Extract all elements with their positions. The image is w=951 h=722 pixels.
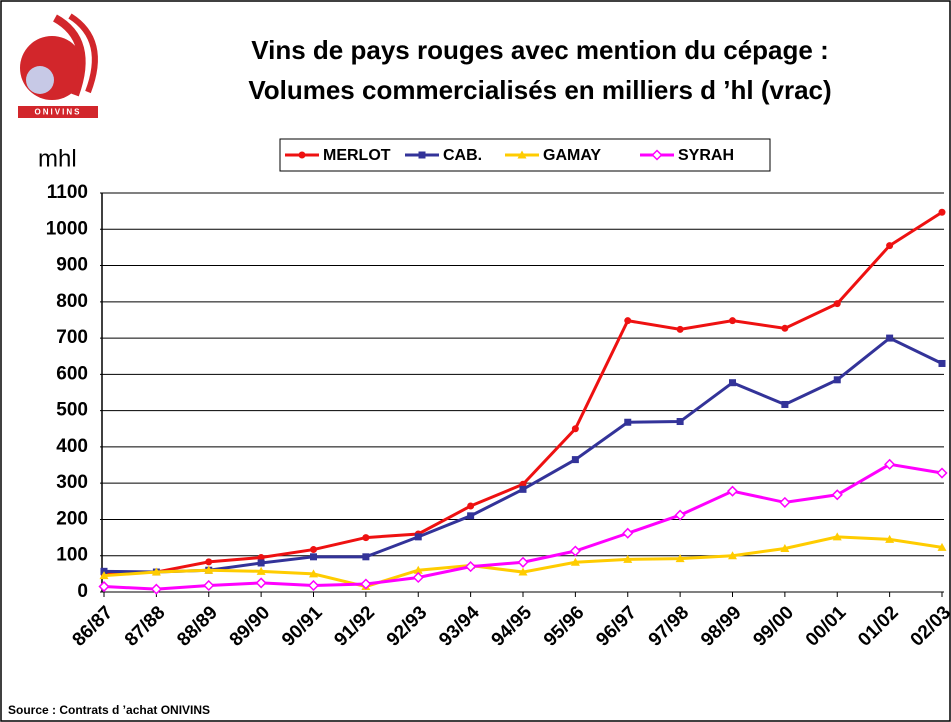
logo: ONIVINS	[18, 13, 98, 118]
y-tick-label: 500	[56, 400, 88, 421]
y-tick-label: 900	[56, 255, 88, 276]
point	[571, 456, 579, 464]
point	[519, 485, 527, 493]
point	[676, 418, 684, 426]
point	[418, 151, 426, 159]
source: Source : Contrats d ’achat ONIVINS	[8, 703, 210, 717]
point	[675, 554, 685, 563]
y-tick-label: 100	[56, 545, 88, 566]
point	[362, 553, 370, 561]
point	[151, 567, 161, 576]
y-tick-label: 0	[77, 581, 88, 602]
y-tick-label: 600	[56, 363, 88, 384]
point	[413, 565, 423, 574]
y-tick-label: 700	[56, 327, 88, 348]
point	[938, 208, 946, 216]
point	[414, 533, 422, 541]
y-tick-label: 400	[56, 436, 88, 457]
point	[256, 566, 266, 575]
point	[310, 546, 317, 554]
y-tick-label: 200	[56, 508, 88, 529]
point	[310, 553, 317, 561]
point	[674, 509, 686, 521]
chart-title: Vins de pays rouges avec mention du cépa…	[251, 35, 828, 65]
point	[623, 554, 633, 563]
point	[779, 496, 791, 508]
logo-band	[18, 106, 98, 118]
point	[886, 242, 894, 250]
point	[465, 561, 477, 573]
point	[831, 489, 843, 501]
point	[938, 359, 946, 367]
logo-inner	[26, 66, 54, 94]
point	[298, 151, 306, 159]
point	[309, 569, 318, 578]
point	[676, 325, 684, 333]
y-tick-label: 1100	[47, 182, 88, 203]
point	[569, 545, 581, 557]
point	[884, 458, 896, 470]
point	[726, 485, 739, 497]
point	[204, 565, 214, 574]
point	[728, 551, 737, 560]
chart-title: Volumes commercialisés en milliers d ’hl…	[248, 75, 831, 105]
point	[257, 554, 265, 562]
point	[517, 556, 529, 568]
point	[622, 527, 634, 539]
point	[412, 571, 424, 584]
point	[307, 579, 320, 592]
point	[518, 567, 528, 576]
point	[99, 571, 109, 580]
legend	[279, 138, 771, 172]
legend-label: SYRAH	[678, 147, 734, 164]
point	[781, 400, 789, 408]
point	[832, 532, 842, 541]
logo-arc	[68, 13, 98, 94]
point	[886, 334, 894, 342]
logo-arc	[52, 14, 86, 97]
y-tick-label: 1000	[46, 218, 88, 239]
point	[98, 580, 110, 593]
point	[257, 559, 265, 567]
point	[624, 317, 632, 325]
legend-label: CAB.	[443, 147, 482, 164]
point	[203, 579, 215, 592]
point	[467, 512, 475, 520]
point	[937, 542, 947, 551]
point	[360, 578, 372, 590]
point	[205, 558, 213, 566]
y-tick-label: 800	[56, 291, 88, 312]
legend-label: MERLOT	[323, 147, 391, 164]
point	[467, 502, 475, 510]
point	[936, 467, 948, 479]
point	[362, 534, 370, 542]
point	[624, 418, 632, 426]
point	[781, 324, 789, 332]
point	[150, 583, 162, 595]
point	[255, 577, 267, 589]
point	[833, 376, 841, 384]
series	[98, 458, 948, 595]
point	[570, 557, 580, 566]
point	[833, 300, 841, 308]
series	[100, 208, 946, 578]
point	[651, 149, 663, 161]
point	[571, 425, 579, 433]
point	[729, 379, 736, 387]
point	[885, 534, 895, 543]
point	[780, 543, 790, 552]
point	[517, 150, 527, 159]
logo-text: ONIVINS	[35, 108, 82, 117]
point	[729, 317, 736, 325]
y-axis-label: mhl	[38, 145, 77, 172]
y-tick-label: 300	[56, 472, 88, 493]
legend-label: GAMAY	[543, 147, 601, 164]
